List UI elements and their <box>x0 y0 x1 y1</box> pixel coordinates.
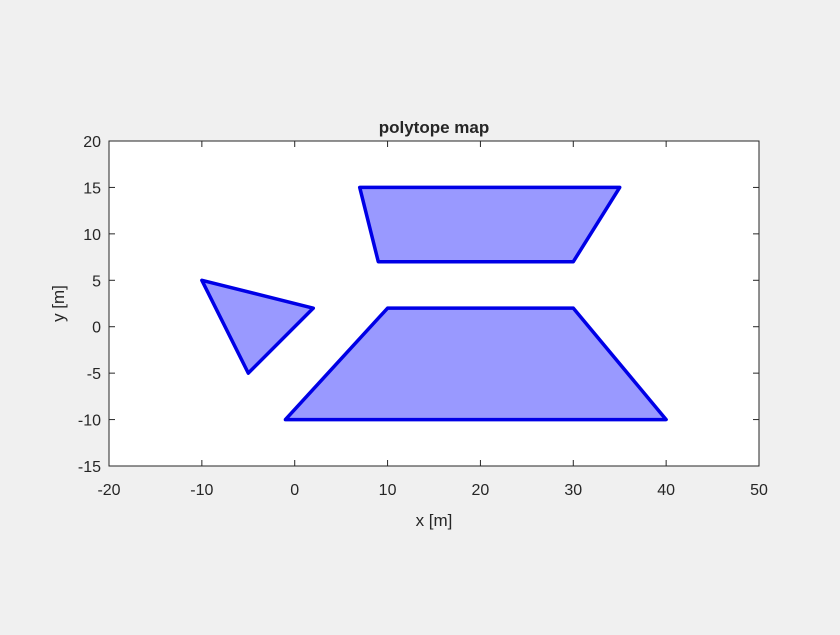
x-tick-label: 20 <box>472 482 490 499</box>
y-tick-label: 10 <box>83 227 101 244</box>
x-tick-label: 40 <box>657 482 675 499</box>
polygons-layer <box>200 185 668 422</box>
y-tick-label: -10 <box>78 413 101 430</box>
x-tick-label: 10 <box>379 482 397 499</box>
y-tick-label: 20 <box>83 134 101 151</box>
x-axis-label: x [m] <box>416 511 453 530</box>
y-tick-label: 5 <box>92 273 101 290</box>
y-tick-label: 15 <box>83 180 101 197</box>
chart-title: polytope map <box>379 118 490 137</box>
y-tick-label: -15 <box>78 459 101 476</box>
x-tick-label: -20 <box>97 482 120 499</box>
x-tick-label: -10 <box>190 482 213 499</box>
polytope-2 <box>200 278 316 375</box>
y-tick-label: -5 <box>87 366 101 383</box>
y-axis-label: y [m] <box>49 285 68 322</box>
y-tick-label: 0 <box>92 320 101 337</box>
polytope-1 <box>357 185 622 264</box>
x-tick-label: 30 <box>564 482 582 499</box>
x-tick-label: 50 <box>750 482 768 499</box>
ticks-layer: -20 -10 0 10 20 30 40 50 -15 -10 -5 0 5 10 15 20 <box>78 134 768 499</box>
polytope-3 <box>283 306 668 422</box>
x-tick-label: 0 <box>290 482 299 499</box>
